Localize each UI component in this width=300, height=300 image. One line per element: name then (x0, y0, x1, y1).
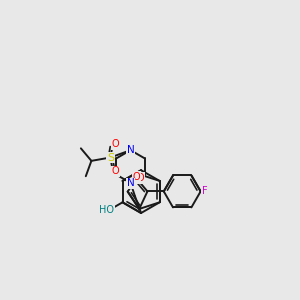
Text: N: N (127, 145, 134, 154)
Text: O: O (133, 172, 140, 182)
Text: N: N (127, 178, 134, 188)
Text: F: F (202, 186, 208, 197)
Text: O: O (112, 166, 119, 176)
Text: HO: HO (99, 206, 114, 215)
Text: O: O (112, 139, 119, 149)
Text: S: S (107, 152, 114, 163)
Text: O: O (137, 173, 145, 183)
